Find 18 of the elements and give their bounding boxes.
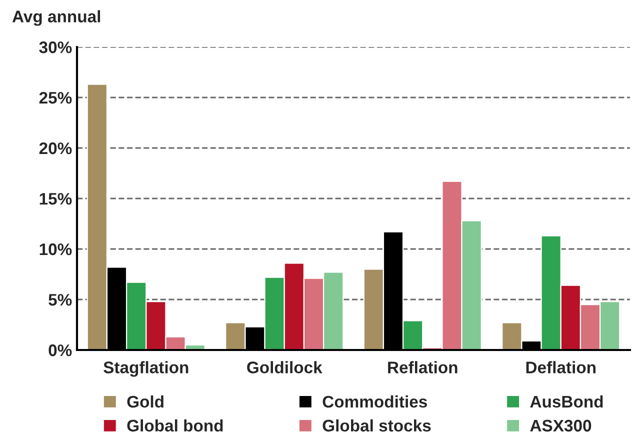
chart-title: Avg annual <box>12 10 100 26</box>
x-tick-label: Deflation <box>526 361 596 374</box>
legend-label: AusBond <box>530 395 603 408</box>
legend-label: ASX300 <box>530 420 592 432</box>
y-tick-label: 30% <box>39 41 72 54</box>
y-tick-label: 15% <box>40 192 72 205</box>
legend-label: Global stocks <box>322 419 431 432</box>
x-tick-label: Stagflation <box>104 361 188 377</box>
legend-label: Commodities <box>322 395 427 408</box>
x-tick-label: Goldilock <box>247 361 322 374</box>
x-tick-label: Reflation <box>388 361 458 374</box>
legend-label: Global bond <box>127 419 223 432</box>
y-tick-label: 5% <box>48 294 72 306</box>
y-tick-label: 0% <box>48 344 72 356</box>
legend-label: Gold <box>127 395 164 408</box>
y-tick-label: 10% <box>40 243 72 256</box>
y-tick-label: 25% <box>39 92 72 104</box>
y-tick-label: 20% <box>39 142 72 154</box>
